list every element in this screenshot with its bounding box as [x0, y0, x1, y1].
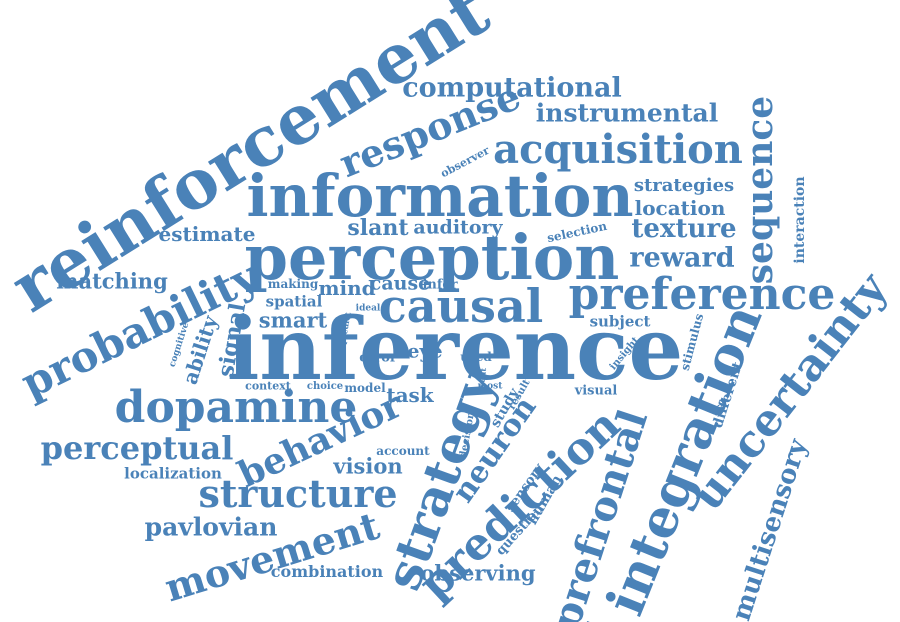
word-used: used	[460, 351, 492, 363]
word-label: mind	[318, 276, 376, 300]
word-label: instrumental	[535, 98, 719, 128]
word-matching: matching	[56, 271, 168, 292]
word-label: most	[477, 381, 503, 392]
word-label: dopamine	[114, 382, 358, 433]
word-label: making	[267, 277, 319, 291]
word-computational: computational	[402, 75, 622, 102]
word-eye: eye	[407, 340, 443, 363]
word-infer: infer	[422, 279, 457, 292]
word-error: error	[359, 352, 397, 365]
word-strategies: strategies	[634, 177, 734, 195]
word-label: account	[376, 444, 430, 458]
word-texture: texture	[631, 216, 736, 242]
word-subject: subject	[589, 312, 651, 331]
word-making: making	[268, 278, 318, 290]
word-preference: preference	[569, 273, 836, 317]
word-label: ideal	[355, 303, 381, 314]
word-structure: structure	[198, 475, 397, 513]
word-most: most	[477, 381, 503, 392]
word-vision: vision	[333, 456, 402, 477]
word-label: matching	[56, 268, 168, 294]
word-label: strategies	[633, 175, 735, 196]
word-label: combination	[270, 562, 384, 581]
word-instrumental: instrumental	[536, 101, 718, 126]
word-inference: inference	[227, 307, 684, 393]
word-perceptual: perceptual	[41, 432, 234, 464]
word-label: task	[386, 383, 434, 407]
word-causal: causal	[379, 283, 543, 329]
word-label: observing	[420, 560, 536, 586]
word-label: sequence	[739, 95, 781, 285]
word-label: context	[245, 379, 291, 393]
word-location: location	[635, 198, 726, 218]
word-information: information	[246, 167, 633, 225]
word-label: causal	[378, 279, 544, 333]
word-choice: choice	[307, 382, 343, 392]
word-label: computational	[402, 72, 622, 104]
word-observing: observing	[420, 563, 535, 584]
word-label: model	[344, 381, 386, 395]
word-interaction: interaction	[792, 176, 808, 264]
word-dopamine: dopamine	[115, 386, 358, 430]
word-perception: perception	[245, 227, 620, 289]
word-label: cause	[369, 272, 431, 295]
word-label: perceptual	[40, 429, 234, 467]
word-label: auditory	[413, 216, 503, 239]
word-combination: combination	[271, 564, 383, 580]
word-ideal: ideal	[355, 303, 381, 314]
word-cause: cause	[369, 272, 431, 295]
word-account: account	[376, 445, 429, 457]
word-model: model	[344, 382, 385, 394]
word-label: smart	[258, 307, 328, 333]
word-smart: smart	[259, 310, 327, 331]
word-task: task	[386, 385, 433, 405]
word-slant: slant	[347, 217, 408, 239]
word-label: vision	[333, 453, 403, 479]
word-label: reward	[629, 242, 735, 274]
word-label: inference	[226, 299, 684, 400]
word-auditory: auditory	[413, 216, 503, 239]
word-label: acquisition	[493, 126, 743, 173]
word-label: visual	[574, 383, 618, 399]
word-label: subject	[589, 312, 651, 331]
word-label: infer	[422, 277, 458, 293]
word-label: localization	[124, 464, 222, 483]
word-estimate: estimate	[159, 224, 256, 244]
word-sequence: sequence	[739, 95, 781, 285]
word-label: pavlovian	[144, 512, 278, 542]
word-label: structure	[198, 471, 398, 516]
word-label: preference	[568, 269, 836, 320]
word-reward: reward	[629, 245, 734, 272]
word-label: interaction	[792, 176, 808, 264]
word-localization: localization	[124, 464, 222, 483]
word-label: estimate	[158, 222, 256, 246]
word-mind: mind	[318, 278, 375, 298]
word-label: used	[460, 350, 492, 364]
word-visual: visual	[575, 385, 618, 398]
word-event: event	[475, 367, 489, 393]
word-label: error	[359, 350, 397, 366]
word-label: event	[475, 367, 489, 393]
word-context: context	[245, 381, 291, 392]
word-label: information	[246, 162, 634, 230]
word-label: perception	[244, 221, 620, 294]
word-label: spatial	[265, 292, 323, 311]
word-pavlovian: pavlovian	[145, 515, 278, 540]
word-label: choice	[306, 381, 344, 392]
word-label: eye	[407, 340, 443, 363]
word-label: texture	[631, 214, 737, 244]
word-spatial: spatial	[265, 292, 323, 311]
word-label: slant	[347, 215, 409, 241]
word-label: location	[634, 196, 726, 220]
word-acquisition: acquisition	[493, 130, 743, 170]
